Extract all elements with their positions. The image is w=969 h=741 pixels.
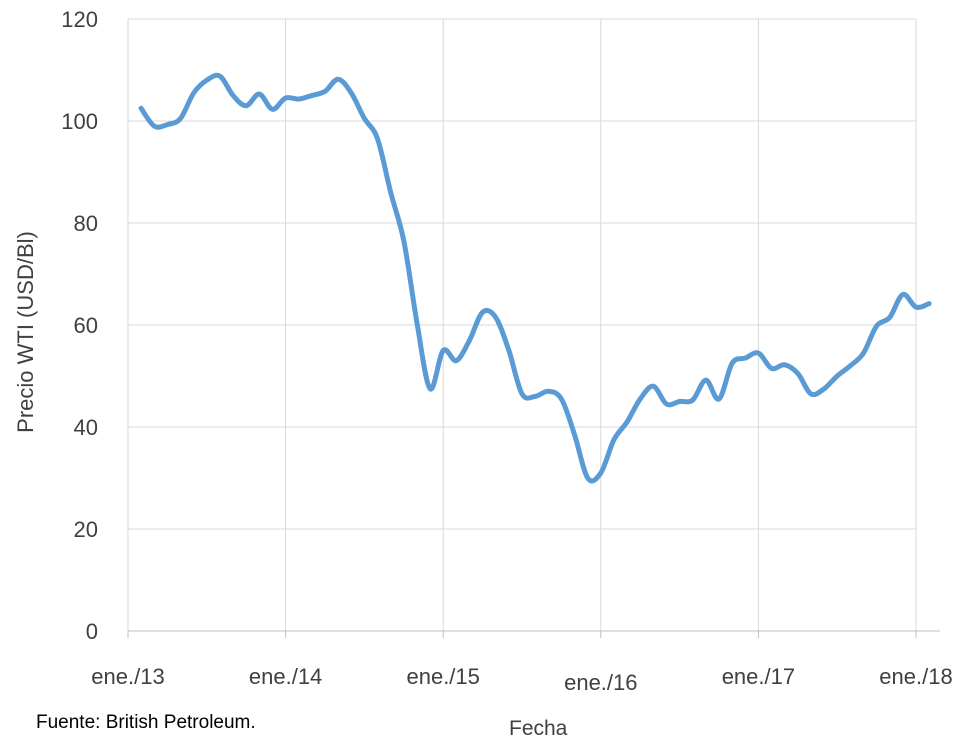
source-note: Fuente: British Petroleum. [36,712,256,734]
y-tick-label: 0 [86,619,98,644]
y-tick-label: 100 [61,109,98,134]
series-line [141,75,929,481]
y-tick-label: 120 [61,7,98,32]
x-axis-ticks: ene./13 ene./14 ene./15 ene./16 ene./17 ene./… [91,664,952,695]
x-tick-label: ene./16 [564,670,637,695]
x-axis [128,631,940,638]
y-axis-title: Precio WTI (USD/Bl) [13,231,38,433]
y-tick-label: 60 [74,313,98,338]
x-tick-label: ene./18 [879,664,952,689]
y-axis-ticks: 0 20 40 60 80 100 120 [61,7,98,644]
y-tick-label: 20 [74,517,98,542]
x-tick-label: ene./13 [91,664,164,689]
x-tick-label: ene./14 [249,664,322,689]
y-tick-label: 80 [74,211,98,236]
series-group [141,75,929,481]
x-tick-label: ene./17 [722,664,795,689]
x-tick-label: ene./15 [406,664,479,689]
gridlines [128,19,916,631]
x-axis-title: Fecha [509,717,567,741]
y-tick-label: 40 [74,415,98,440]
